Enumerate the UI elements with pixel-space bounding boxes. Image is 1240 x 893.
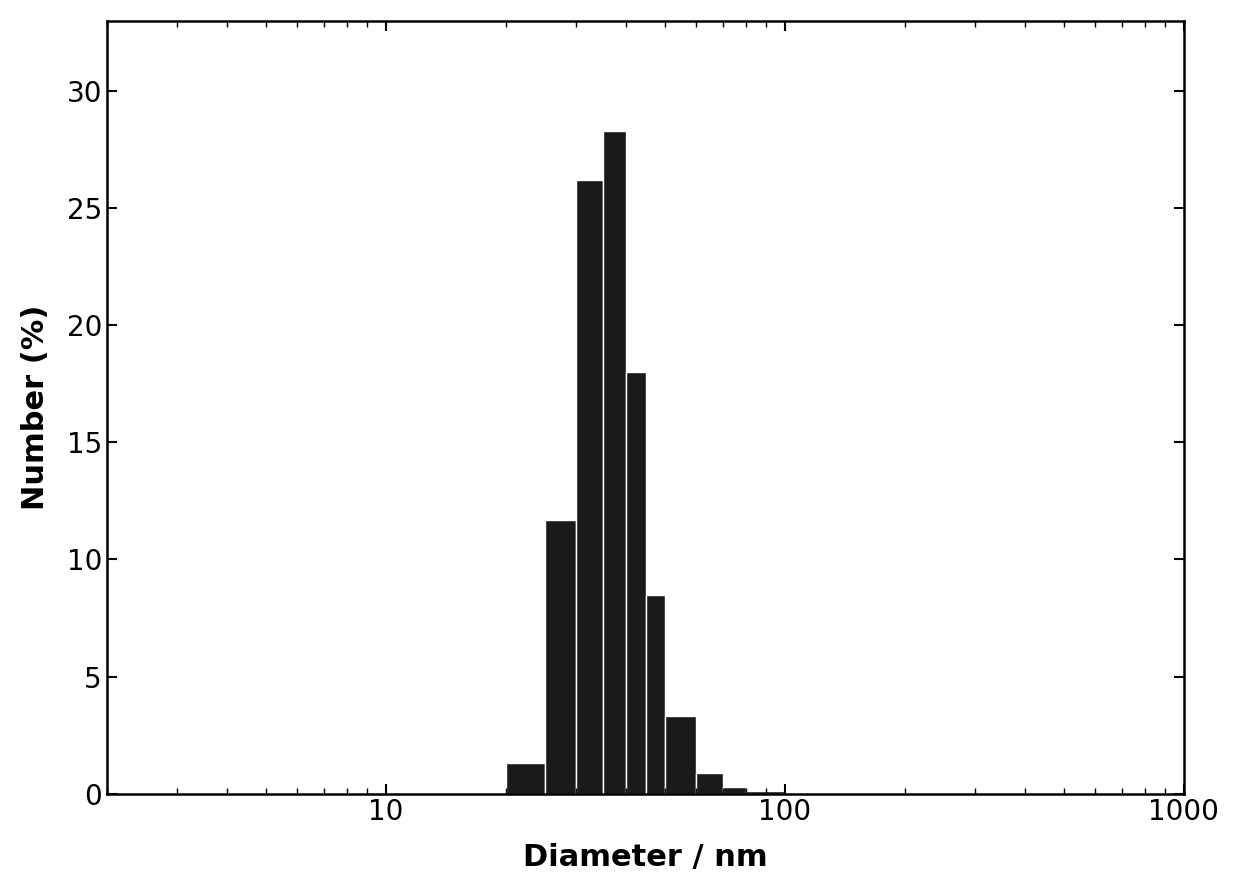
Bar [603,131,626,794]
Bar [723,787,746,794]
Bar [746,791,785,794]
X-axis label: Diameter / nm: Diameter / nm [523,843,768,872]
Bar [577,180,603,794]
Bar [646,595,665,794]
Bar [665,716,696,794]
Bar [696,772,723,794]
Bar [626,372,646,794]
Y-axis label: Number (%): Number (%) [21,305,50,510]
Bar [544,520,577,794]
Bar [506,764,544,794]
